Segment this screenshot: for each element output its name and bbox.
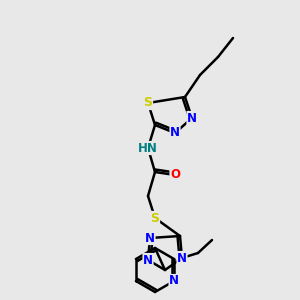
Text: N: N (187, 112, 197, 124)
Text: N: N (169, 274, 179, 287)
Text: N: N (170, 127, 180, 140)
Text: S: S (143, 97, 152, 110)
Text: O: O (170, 169, 180, 182)
Text: S: S (151, 212, 160, 224)
Text: HN: HN (138, 142, 158, 154)
Text: N: N (177, 251, 187, 265)
Text: N: N (145, 232, 155, 244)
Text: N: N (143, 254, 153, 266)
